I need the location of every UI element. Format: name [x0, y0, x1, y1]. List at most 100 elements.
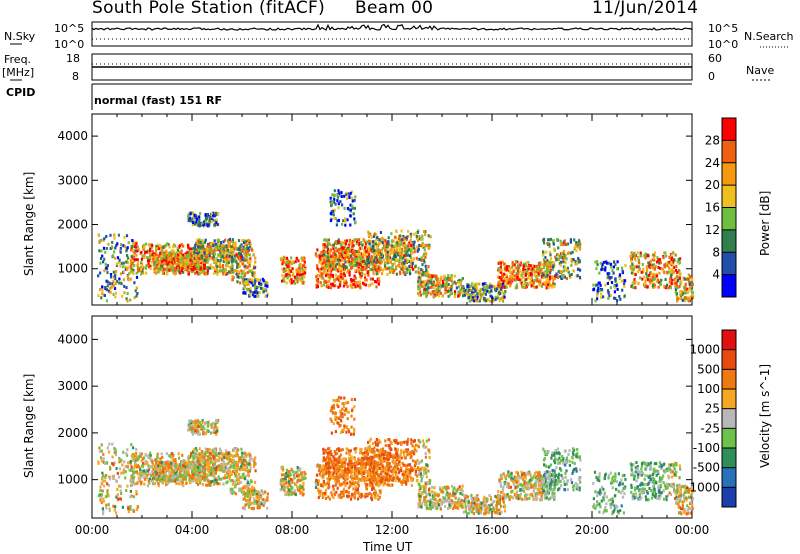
data-cell — [353, 274, 356, 278]
data-cell — [206, 266, 209, 269]
data-cell — [316, 264, 319, 268]
data-cell — [228, 240, 231, 244]
data-cell — [371, 249, 374, 253]
data-cell — [294, 277, 297, 281]
data-cell — [435, 292, 438, 296]
data-cell — [419, 293, 422, 297]
data-cell — [365, 278, 368, 282]
data-cell — [110, 275, 113, 279]
data-cell — [221, 458, 224, 462]
data-cell — [512, 263, 515, 267]
data-cell — [518, 265, 521, 269]
data-cell — [354, 276, 357, 280]
data-cell — [544, 272, 547, 276]
data-cell — [663, 284, 666, 288]
data-cell — [453, 280, 456, 284]
data-cell — [386, 250, 389, 254]
data-cell — [123, 460, 126, 464]
data-cell — [209, 480, 212, 484]
data-cell — [102, 479, 105, 483]
data-cell — [651, 263, 654, 267]
data-cell — [191, 256, 194, 260]
data-cell — [423, 248, 426, 252]
data-cell — [360, 262, 363, 266]
data-cell — [144, 453, 147, 457]
data-cell — [112, 463, 115, 467]
data-cell — [344, 219, 347, 223]
data-cell — [460, 283, 463, 287]
data-cell — [418, 257, 421, 261]
data-cell — [354, 268, 357, 272]
data-cell — [639, 254, 642, 258]
data-cell — [353, 198, 356, 202]
data-cell — [532, 281, 535, 285]
data-cell — [529, 277, 532, 281]
data-cell — [137, 465, 140, 469]
data-cell — [231, 253, 234, 257]
data-cell — [157, 266, 160, 270]
data-cell — [375, 259, 378, 263]
data-cell — [453, 295, 456, 299]
data-cell — [346, 260, 349, 264]
data-cell — [102, 260, 105, 264]
data-cell — [174, 244, 177, 248]
data-cell — [199, 249, 202, 252]
data-cell — [475, 299, 478, 302]
data-cell — [213, 219, 216, 223]
data-cell — [422, 271, 425, 274]
data-cell — [103, 257, 106, 261]
data-cell — [542, 273, 545, 277]
data-cell — [291, 281, 294, 285]
data-cell — [161, 455, 164, 459]
data-cell — [246, 271, 249, 274]
data-cell — [121, 294, 124, 298]
data-cell — [389, 249, 392, 253]
data-cell — [186, 253, 190, 257]
data-cell — [490, 289, 493, 293]
data-cell — [237, 265, 240, 269]
data-cell — [118, 456, 121, 460]
data-cell — [578, 275, 582, 279]
data-cell — [105, 506, 108, 510]
data-cell — [494, 286, 497, 290]
data-cell — [678, 285, 681, 289]
data-cell — [242, 269, 245, 273]
data-cell — [215, 218, 218, 222]
data-cell — [161, 271, 164, 275]
data-cell — [498, 279, 501, 283]
data-cell — [662, 256, 665, 260]
data-cell — [530, 284, 533, 288]
data-cell — [351, 285, 354, 289]
data-cell — [402, 256, 405, 260]
data-cell — [390, 266, 393, 270]
data-cell — [181, 253, 185, 257]
data-cell — [246, 260, 249, 264]
data-cell — [205, 483, 208, 487]
data-cell — [353, 257, 356, 261]
data-cell — [678, 270, 681, 274]
data-cell — [338, 256, 341, 260]
data-cell — [376, 259, 379, 263]
data-cell — [320, 254, 323, 258]
data-cell — [250, 279, 253, 283]
data-cell — [338, 262, 341, 266]
data-cell — [557, 269, 560, 273]
data-cell — [529, 271, 532, 275]
data-cell — [188, 454, 191, 458]
data-cell — [168, 259, 171, 263]
data-cell — [629, 254, 632, 258]
data-cell — [349, 214, 352, 218]
data-cell — [189, 212, 192, 216]
data-cell — [548, 242, 551, 246]
data-cell — [354, 195, 357, 199]
data-cell — [358, 241, 361, 245]
data-cell — [196, 476, 199, 480]
data-cell — [101, 489, 104, 493]
data-cell — [537, 264, 540, 268]
data-cell — [215, 270, 218, 274]
data-cell — [118, 467, 122, 471]
data-cell — [669, 268, 673, 272]
data-cell — [517, 278, 520, 281]
data-cell — [200, 223, 203, 227]
data-cell — [187, 257, 190, 261]
